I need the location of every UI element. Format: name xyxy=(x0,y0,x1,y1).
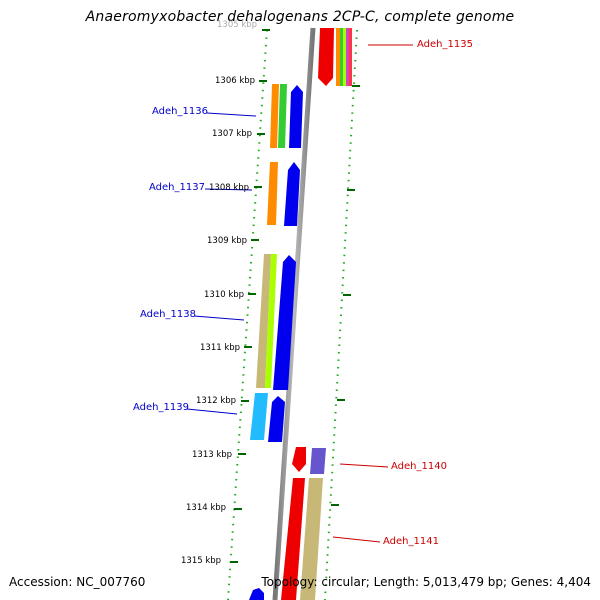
kbp-tick-marks xyxy=(230,29,270,563)
right-tick-marks xyxy=(331,85,360,506)
map-title: Anaeromyxobacter dehalogenans 2CP-C, com… xyxy=(85,9,515,25)
gene-label-adeh-1136[interactable]: Adeh_1136 xyxy=(152,106,208,117)
genome-axis-rail xyxy=(272,27,316,600)
gene-adeh-1137-block[interactable] xyxy=(267,162,300,226)
gene-label-adeh-1141[interactable]: Adeh_1141 xyxy=(383,536,439,547)
gene-adeh-1139-block[interactable] xyxy=(250,393,285,442)
gene-adeh-1140-block[interactable] xyxy=(292,447,326,474)
kbp-label-1310: 1310 kbp xyxy=(204,290,245,300)
gene-adeh-1135-block[interactable] xyxy=(318,28,352,86)
kbp-label-1312: 1312 kbp xyxy=(196,396,237,406)
kbp-label-1311: 1311 kbp xyxy=(200,343,241,353)
gene-adeh-1138-block[interactable] xyxy=(256,254,296,390)
gene-label-adeh-1140[interactable]: Adeh_1140 xyxy=(391,461,447,472)
kbp-label-1306: 1306 kbp xyxy=(215,76,256,86)
kbp-label-1307: 1307 kbp xyxy=(212,129,253,139)
gene-label-adeh-1139[interactable]: Adeh_1139 xyxy=(133,402,189,413)
right-dotted-line xyxy=(324,29,358,600)
kbp-label-1313: 1313 kbp xyxy=(192,450,233,460)
gene-label-adeh-1138[interactable]: Adeh_1138 xyxy=(140,309,196,320)
gene-label-adeh-1137[interactable]: Adeh_1137 xyxy=(149,182,205,193)
left-dotted-line xyxy=(227,29,268,600)
kbp-label-1309: 1309 kbp xyxy=(207,236,248,246)
gene-label-adeh-1135[interactable]: Adeh_1135 xyxy=(417,39,473,50)
kbp-label-1314: 1314 kbp xyxy=(186,503,227,513)
gene-fragment-bottom xyxy=(249,588,264,600)
gene-adeh-1136-block[interactable] xyxy=(270,84,303,148)
accession-text: Accession: NC_007760 xyxy=(9,575,146,589)
kbp-label-1305: 1305 kbp xyxy=(217,20,258,30)
kbp-label-1308: 1308 kbp xyxy=(209,183,250,193)
gene-adeh-1141-block[interactable] xyxy=(281,478,323,600)
gene-connectors xyxy=(186,44,413,543)
kbp-label-1315: 1315 kbp xyxy=(181,556,222,566)
genome-stats-text: Topology: circular; Length: 5,013,479 bp… xyxy=(261,575,591,589)
